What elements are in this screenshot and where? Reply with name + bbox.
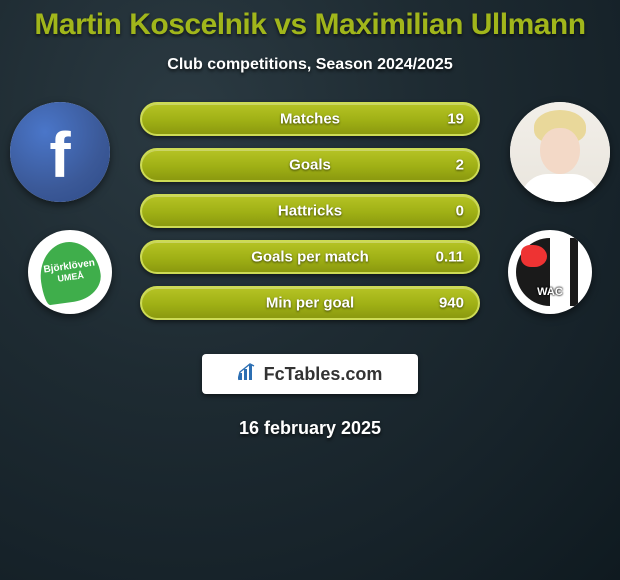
player2-club-badge: WAC: [508, 230, 592, 314]
page-title: Martin Koscelnik vs Maximilian Ullmann: [0, 8, 620, 42]
subtitle: Club competitions, Season 2024/2025: [0, 56, 620, 74]
stat-bar: Goals 2: [140, 148, 480, 182]
player2-name: Maximilian Ullmann: [315, 8, 586, 41]
wac-badge-icon: WAC: [516, 238, 584, 306]
stat-value-right: 0: [456, 203, 464, 220]
stat-bar: Matches 19: [140, 102, 480, 136]
leaf-icon: Björklöven UMEÅ: [36, 238, 104, 306]
stat-label: Goals per match: [142, 249, 478, 266]
brand-text: FcTables.com: [264, 364, 383, 385]
stat-bar: Goals per match 0.11: [140, 240, 480, 274]
player1-name: Martin Koscelnik: [34, 8, 266, 41]
stat-label: Matches: [142, 111, 478, 128]
stat-label: Goals: [142, 157, 478, 174]
stat-bar: Min per goal 940: [140, 286, 480, 320]
vs-label: vs: [274, 8, 306, 41]
stat-bars: Matches 19 Goals 2 Hattricks 0 Goals per…: [140, 102, 480, 332]
player-face-icon: [510, 102, 610, 202]
stat-value-right: 940: [439, 295, 464, 312]
brand-badge: FcTables.com: [202, 354, 418, 394]
bar-chart-icon: [238, 363, 258, 385]
club2-name: WAC: [516, 286, 584, 298]
stat-label: Hattricks: [142, 203, 478, 220]
stat-value-right: 2: [456, 157, 464, 174]
stats-arena: f Björklöven UMEÅ WAC: [0, 102, 620, 342]
player2-avatar: [510, 102, 610, 202]
date-label: 16 february 2025: [0, 418, 620, 439]
player1-club-badge: Björklöven UMEÅ: [28, 230, 112, 314]
stat-value-right: 0.11: [436, 249, 464, 266]
comparison-card: Martin Koscelnik vs Maximilian Ullmann C…: [0, 0, 620, 439]
facebook-icon: f: [10, 102, 110, 202]
stat-label: Min per goal: [142, 295, 478, 312]
stat-value-right: 19: [447, 111, 464, 128]
player1-avatar: f: [10, 102, 110, 202]
stat-bar: Hattricks 0: [140, 194, 480, 228]
